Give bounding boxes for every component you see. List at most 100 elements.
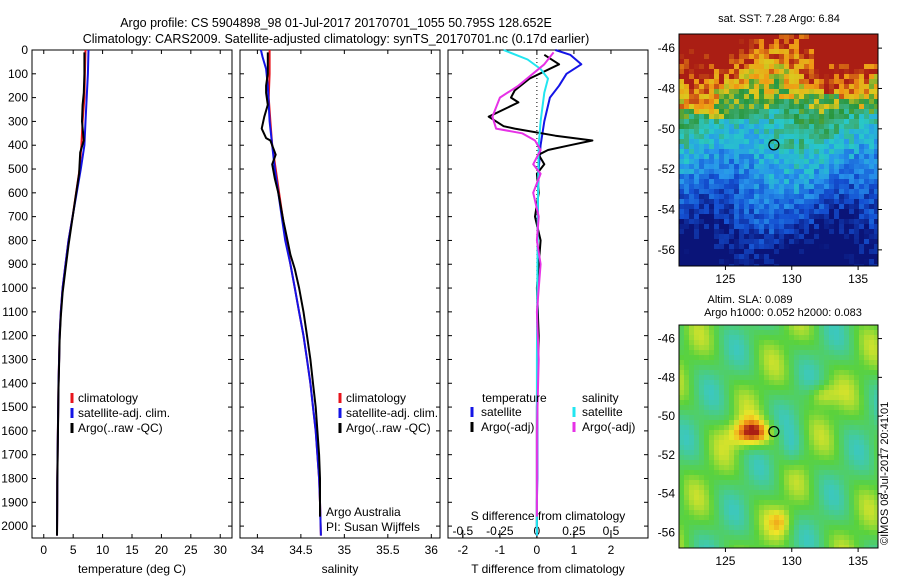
map-cell bbox=[764, 254, 770, 260]
map-cell bbox=[869, 420, 875, 426]
map-cell bbox=[794, 194, 800, 200]
map-cell bbox=[699, 219, 705, 225]
map-cell bbox=[689, 89, 695, 95]
map-cell bbox=[829, 350, 835, 356]
map-cell bbox=[704, 149, 710, 155]
map-cell bbox=[689, 465, 695, 471]
map-cell bbox=[854, 144, 860, 150]
map-cell bbox=[719, 490, 725, 496]
map-cell bbox=[784, 179, 790, 185]
map-cell bbox=[699, 184, 705, 190]
map-cell bbox=[864, 149, 870, 155]
map-cell bbox=[709, 340, 715, 346]
map-cell bbox=[819, 355, 825, 361]
map-cell bbox=[734, 390, 740, 396]
map-cell bbox=[794, 219, 800, 225]
map-cell bbox=[849, 39, 855, 45]
y-tick-label: 2000 bbox=[1, 519, 28, 533]
map-cell bbox=[754, 380, 760, 386]
map-cell bbox=[739, 209, 745, 215]
map-cell bbox=[714, 124, 720, 130]
map-cell bbox=[859, 34, 865, 40]
map-cell bbox=[859, 134, 865, 140]
map-cell bbox=[764, 435, 770, 441]
map-cell bbox=[849, 214, 855, 220]
map-cell bbox=[724, 214, 730, 220]
legend-title: salinity bbox=[582, 391, 619, 405]
map-cell bbox=[679, 330, 685, 336]
map-cell bbox=[854, 330, 860, 336]
map-cell bbox=[789, 405, 795, 411]
map-cell bbox=[844, 515, 850, 521]
map-cell bbox=[769, 395, 775, 401]
map-cell bbox=[694, 505, 700, 511]
map-cell bbox=[804, 415, 810, 421]
map-cell bbox=[694, 64, 700, 70]
map-cell bbox=[709, 430, 715, 436]
map-cell bbox=[804, 360, 810, 366]
map-cell bbox=[779, 79, 785, 85]
map-cell bbox=[699, 460, 705, 466]
map-cell bbox=[709, 365, 715, 371]
map-cell bbox=[729, 515, 735, 521]
map-cell bbox=[839, 400, 845, 406]
map-cell bbox=[714, 530, 720, 536]
map-cell bbox=[819, 405, 825, 411]
map-cell bbox=[774, 94, 780, 100]
map-cell bbox=[709, 505, 715, 511]
map-cell bbox=[809, 169, 815, 175]
map-cell bbox=[809, 445, 815, 451]
map-cell bbox=[799, 209, 805, 215]
map-cell bbox=[759, 49, 765, 55]
map-cell bbox=[719, 264, 725, 267]
map-cell bbox=[744, 204, 750, 210]
map-cell bbox=[864, 44, 870, 50]
map-cell bbox=[829, 545, 835, 549]
map-cell bbox=[684, 59, 690, 65]
map-cell bbox=[719, 34, 725, 40]
map-cell bbox=[799, 415, 805, 421]
map-cell bbox=[729, 184, 735, 190]
map-cell bbox=[774, 415, 780, 421]
header-line2: Climatology: CARS2009. Satellite-adjuste… bbox=[83, 32, 590, 46]
salinity-profile-panel: 34 34.5 35 35.5 36salinityclimatologysatelli… bbox=[239, 49, 441, 576]
map-cell bbox=[824, 224, 830, 230]
map-cell bbox=[779, 219, 785, 225]
map-cell bbox=[859, 234, 865, 240]
map-cell bbox=[679, 515, 685, 521]
map-cell bbox=[684, 249, 690, 255]
map-cell bbox=[804, 79, 810, 85]
map-cell bbox=[709, 540, 715, 546]
y-tick-label: 100 bbox=[8, 67, 28, 81]
map-cell bbox=[799, 405, 805, 411]
map-cell bbox=[794, 119, 800, 125]
map-cell bbox=[719, 224, 725, 230]
map-cell bbox=[874, 104, 879, 110]
map-cell bbox=[764, 385, 770, 391]
map-cell bbox=[789, 455, 795, 461]
map-cell bbox=[829, 164, 835, 170]
map-cell bbox=[784, 144, 790, 150]
map-cell bbox=[799, 475, 805, 481]
map-cell bbox=[784, 199, 790, 205]
map-cell bbox=[704, 445, 710, 451]
map-cell bbox=[814, 475, 820, 481]
map-cell bbox=[754, 189, 760, 195]
map-cell bbox=[829, 435, 835, 441]
map-cell bbox=[729, 525, 735, 531]
map-cell bbox=[714, 505, 720, 511]
map-cell bbox=[704, 425, 710, 431]
map-cell bbox=[869, 104, 875, 110]
map-cell bbox=[754, 259, 760, 265]
map-cell bbox=[774, 385, 780, 391]
map-cell bbox=[714, 109, 720, 115]
map-cell bbox=[859, 159, 865, 165]
map-cell bbox=[724, 194, 730, 200]
map-cell bbox=[774, 500, 780, 506]
map-cell bbox=[754, 540, 760, 546]
y-tick-label: -46 bbox=[658, 332, 676, 346]
map-cell bbox=[714, 199, 720, 205]
map-cell bbox=[839, 124, 845, 130]
map-cell bbox=[804, 139, 810, 145]
map-cell bbox=[689, 64, 695, 70]
